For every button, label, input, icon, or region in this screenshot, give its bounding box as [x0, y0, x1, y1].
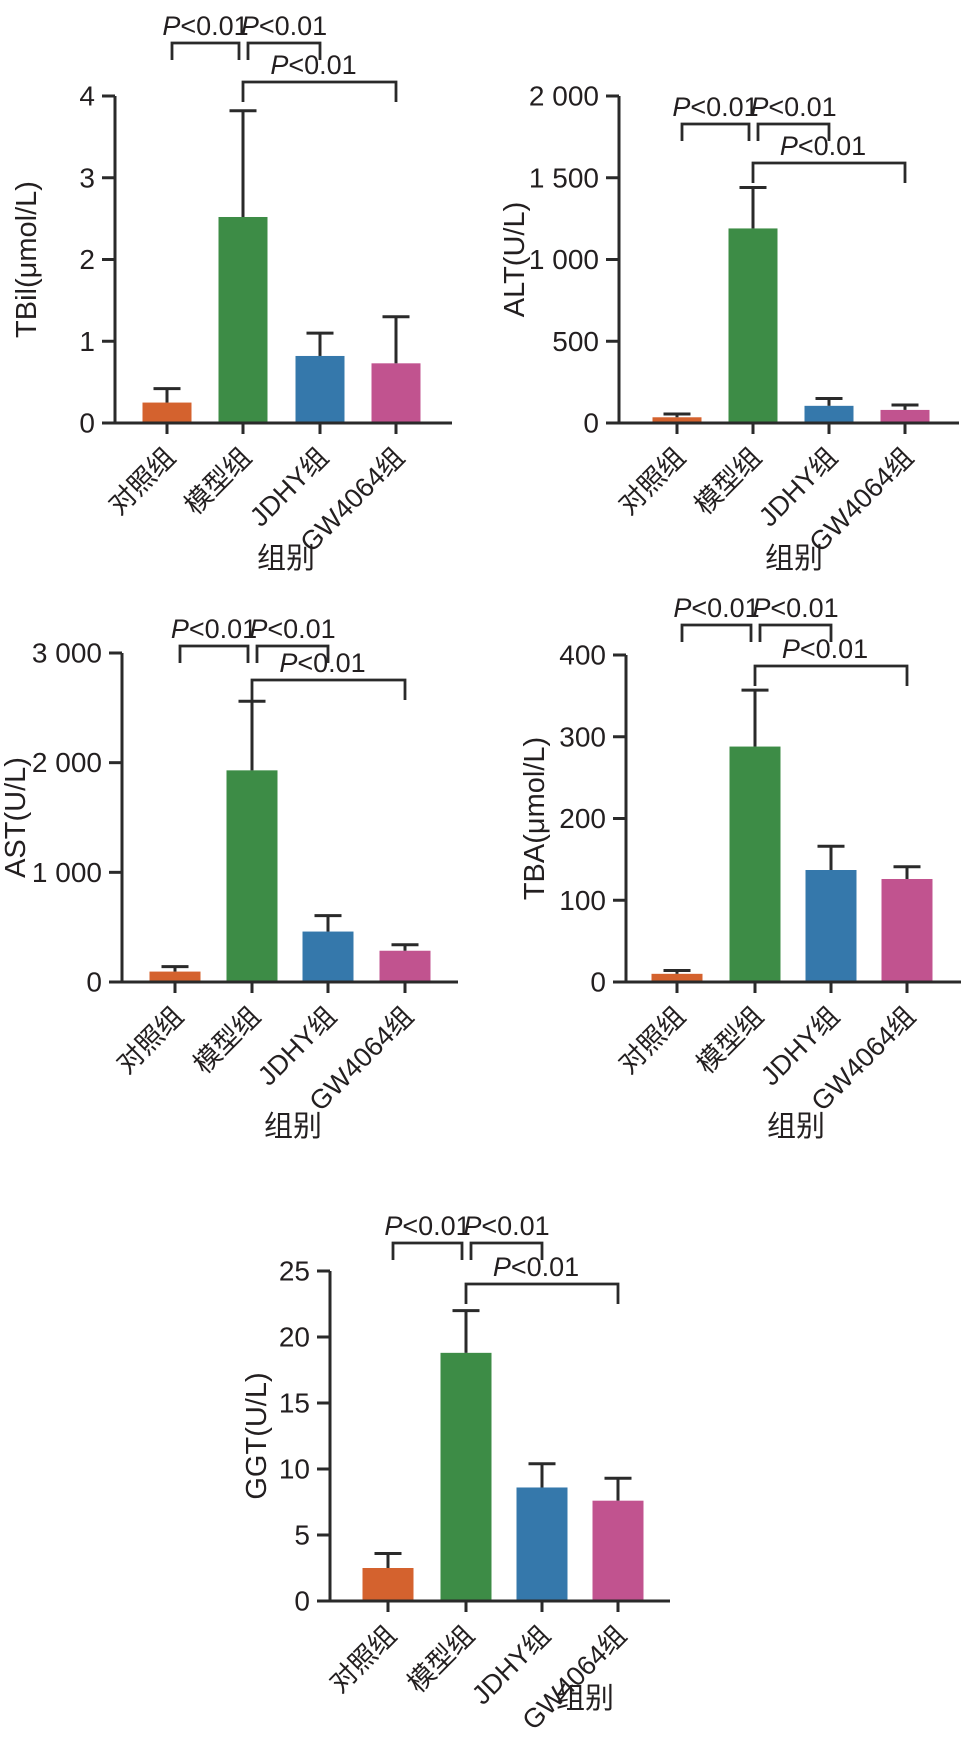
x-axis-title: 组别 [556, 1682, 614, 1715]
bar-模型组 [728, 228, 778, 423]
sig-bracket [758, 623, 833, 642]
y-axis-title: GGT(U/L) [243, 1372, 273, 1499]
sig-label: P<0.01 [782, 634, 868, 664]
bar-GW4064组 [379, 950, 431, 982]
sig-label: P<0.01 [249, 614, 335, 644]
y-tick-label: 1 000 [32, 857, 102, 888]
y-tick-label: 400 [559, 640, 606, 671]
sig-bracket [753, 664, 909, 686]
sig-bracket [680, 623, 753, 642]
sig-bracket [680, 122, 751, 141]
y-tick-label: 0 [86, 967, 102, 998]
x-axis-title: 组别 [257, 542, 315, 575]
bar-GW4064组 [880, 409, 930, 423]
sig-bracket [178, 644, 250, 663]
y-axis-title: TBil(μmol/L) [11, 181, 43, 338]
y-tick-label: 25 [279, 1256, 310, 1287]
y-tick-label: 5 [294, 1520, 310, 1551]
bar-JDHY组 [516, 1487, 568, 1601]
bar-模型组 [440, 1352, 492, 1601]
chart-tbil: 01234对照组模型组JDHY组GW4064组TBil(μmol/L)组别P<0… [11, 11, 452, 575]
y-tick-label: 2 000 [529, 81, 599, 112]
bar-模型组 [226, 770, 278, 982]
sig-label: P<0.01 [279, 648, 365, 678]
sig-label: P<0.01 [750, 92, 836, 122]
sig-label: P<0.01 [673, 593, 759, 623]
y-tick-label: 2 [79, 244, 95, 275]
category-label: 对照组 [324, 1620, 402, 1698]
bar-对照组 [149, 971, 201, 982]
sig-bracket [469, 1241, 544, 1260]
category-label: 对照组 [111, 1001, 189, 1079]
sig-label: P<0.01 [493, 1252, 579, 1282]
y-tick-label: 500 [552, 326, 599, 357]
bar-对照组 [362, 1568, 414, 1601]
y-tick-label: 1 [79, 326, 95, 357]
sig-label: P<0.01 [171, 614, 257, 644]
y-axis-title: ALT(U/L) [499, 202, 531, 317]
bar-对照组 [142, 402, 192, 423]
y-tick-label: 3 [79, 162, 95, 193]
y-axis-title: TBA(μmol/L) [519, 737, 551, 900]
bar-JDHY组 [302, 931, 354, 982]
bar-模型组 [729, 746, 781, 982]
sig-bracket [246, 41, 322, 60]
sig-label: P<0.01 [241, 11, 327, 41]
sig-label: P<0.01 [270, 50, 356, 80]
sig-bracket [756, 122, 831, 141]
sig-label: P<0.01 [780, 131, 866, 161]
sig-bracket [391, 1241, 464, 1260]
y-tick-label: 3 000 [32, 638, 102, 669]
bar-对照组 [651, 973, 703, 982]
y-tick-label: 4 [79, 81, 95, 112]
y-tick-label: 300 [559, 721, 606, 752]
x-axis-title: 组别 [264, 1110, 322, 1143]
sig-bracket [170, 41, 241, 60]
y-tick-label: 1 500 [529, 162, 599, 193]
sig-bracket [241, 80, 398, 102]
sig-bracket [464, 1282, 620, 1304]
y-tick-label: 10 [279, 1454, 310, 1485]
y-tick-label: 20 [279, 1322, 310, 1353]
sig-bracket [751, 161, 907, 183]
sig-bracket [250, 678, 407, 700]
sig-bracket [255, 644, 330, 663]
sig-label: P<0.01 [752, 593, 838, 623]
category-label: 对照组 [103, 442, 181, 520]
y-tick-label: 15 [279, 1388, 310, 1419]
x-axis-title: 组别 [767, 1110, 825, 1143]
sig-label: P<0.01 [463, 1211, 549, 1241]
y-tick-label: 0 [79, 408, 95, 439]
bar-JDHY组 [804, 405, 854, 423]
y-tick-label: 100 [559, 885, 606, 916]
bar-GW4064组 [371, 363, 421, 423]
y-tick-label: 0 [294, 1586, 310, 1617]
y-tick-label: 1 000 [529, 244, 599, 275]
bar-对照组 [652, 417, 702, 423]
bar-GW4064组 [592, 1500, 644, 1601]
y-axis-title: AST(U/L) [0, 757, 32, 878]
y-tick-label: 0 [583, 408, 599, 439]
sig-label: P<0.01 [672, 92, 758, 122]
category-label: 对照组 [613, 442, 691, 520]
y-tick-label: 200 [559, 803, 606, 834]
bar-GW4064组 [881, 878, 933, 982]
x-axis-title: 组别 [765, 542, 823, 575]
bar-JDHY组 [295, 355, 345, 423]
sig-label: P<0.01 [384, 1211, 470, 1241]
bar-JDHY组 [805, 870, 857, 982]
y-tick-label: 2 000 [32, 747, 102, 778]
bar-模型组 [218, 216, 268, 423]
sig-label: P<0.01 [162, 11, 248, 41]
y-tick-label: 0 [590, 967, 606, 998]
